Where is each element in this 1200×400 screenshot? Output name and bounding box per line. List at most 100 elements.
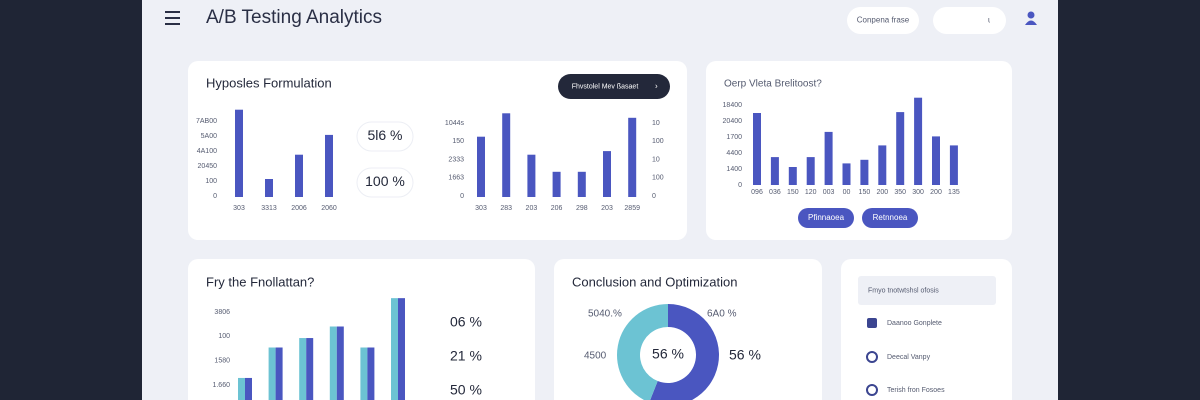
bar	[502, 113, 511, 197]
donut-label: 4500	[584, 351, 607, 362]
bar	[391, 298, 398, 400]
donut-center: 56 %	[652, 346, 684, 362]
axis-label: 100	[218, 333, 230, 340]
menu-icon[interactable]	[165, 11, 180, 25]
button[interactable]	[862, 208, 918, 228]
button-label: Pfinnaoea	[808, 213, 845, 222]
bar	[842, 163, 851, 185]
axis-label: 1700	[726, 134, 742, 141]
bar	[235, 109, 243, 197]
x-label: 283	[500, 205, 512, 212]
bar	[306, 338, 314, 400]
x-label: 2859	[624, 205, 640, 212]
axis-label: 10	[652, 156, 660, 163]
x-label: 150	[787, 189, 799, 196]
x-label: 303	[475, 205, 487, 212]
card-title: Hyposles Formulation	[206, 75, 332, 90]
bar	[788, 167, 797, 185]
axis-label: 1044s	[445, 120, 465, 127]
axis-label: 20400	[723, 118, 743, 125]
item-icon	[866, 384, 878, 396]
x-label: 2060	[321, 205, 337, 212]
bar	[949, 145, 958, 185]
axis-label: 1580	[214, 358, 230, 365]
heading: Fmyo tnotwtshsl ofosis	[868, 287, 939, 294]
pill-label: 5l6 %	[367, 127, 402, 143]
axis-label: 2333	[448, 156, 464, 163]
bar	[932, 136, 940, 185]
dropdown-label: Fhvstolel Mev ßasaet	[572, 83, 639, 90]
button-label: ɩ	[988, 16, 990, 25]
axis-label: 5A00	[201, 133, 217, 140]
bar	[367, 347, 375, 400]
bar	[325, 134, 333, 197]
bar	[265, 179, 273, 197]
bar	[896, 112, 905, 185]
pill	[356, 121, 414, 152]
stat: 50 %	[450, 382, 482, 398]
bar	[628, 117, 637, 197]
bar	[577, 171, 586, 197]
x-label: 135	[948, 189, 960, 196]
heading-box	[858, 276, 996, 305]
bar	[552, 171, 561, 197]
axis-label: 1663	[448, 175, 464, 182]
button[interactable]	[933, 7, 1006, 34]
stat: 06 %	[450, 314, 482, 330]
bar	[527, 154, 536, 197]
bar	[477, 136, 485, 197]
axis-label: 100	[652, 138, 664, 145]
donut-label: 5040.%	[588, 309, 622, 320]
bar	[398, 298, 405, 400]
bar	[878, 145, 887, 185]
bar	[329, 326, 337, 400]
item[interactable]: Daanoo Gonplete	[887, 320, 942, 327]
axis-label: 4A100	[197, 148, 217, 155]
axis-label: 10	[652, 120, 660, 127]
bar	[806, 157, 815, 185]
card-title: Oerp Vleta Brelitoost?	[724, 79, 822, 90]
donut-label: 6A0 %	[707, 309, 737, 320]
pill	[356, 167, 414, 198]
chevron: ›	[655, 82, 658, 91]
x-label: 096	[751, 189, 763, 196]
x-label: 00	[843, 189, 851, 196]
axis-label: 1.660	[212, 382, 230, 389]
x-label: 150	[859, 189, 871, 196]
axis-label: 1400	[726, 166, 742, 173]
x-label: 036	[769, 189, 781, 196]
donut-label: 56 %	[729, 347, 761, 363]
x-label: 300	[912, 189, 924, 196]
bar	[238, 377, 245, 400]
x-label: 2006	[291, 205, 307, 212]
bar	[914, 97, 923, 185]
x-label: 203	[526, 205, 538, 212]
axis-label: 100	[652, 175, 664, 182]
item-icon	[866, 351, 878, 363]
pill-label: 100 %	[365, 173, 405, 189]
x-label: 206	[551, 205, 563, 212]
axis-label: 0	[460, 193, 464, 200]
button[interactable]	[847, 7, 919, 34]
axis-label: 20450	[198, 163, 218, 170]
x-label: 303	[233, 205, 245, 212]
bar	[360, 347, 368, 400]
bar	[860, 159, 869, 185]
item[interactable]: Terish fron Fosoes	[887, 387, 945, 394]
button-label: Retnnoea	[873, 213, 908, 222]
dropdown[interactable]	[558, 74, 670, 99]
card	[706, 61, 1012, 240]
item[interactable]: Deecal Vanpy	[887, 354, 931, 361]
axis-label: 0	[213, 193, 217, 200]
card	[188, 61, 687, 240]
bar	[336, 326, 344, 400]
bar	[295, 154, 303, 197]
stat: 21 %	[450, 348, 482, 364]
bar	[268, 347, 276, 400]
axis-label: 100	[205, 178, 217, 185]
button[interactable]	[798, 208, 854, 228]
axis-label: 3806	[214, 309, 230, 316]
user-icon[interactable]	[1025, 11, 1037, 26]
